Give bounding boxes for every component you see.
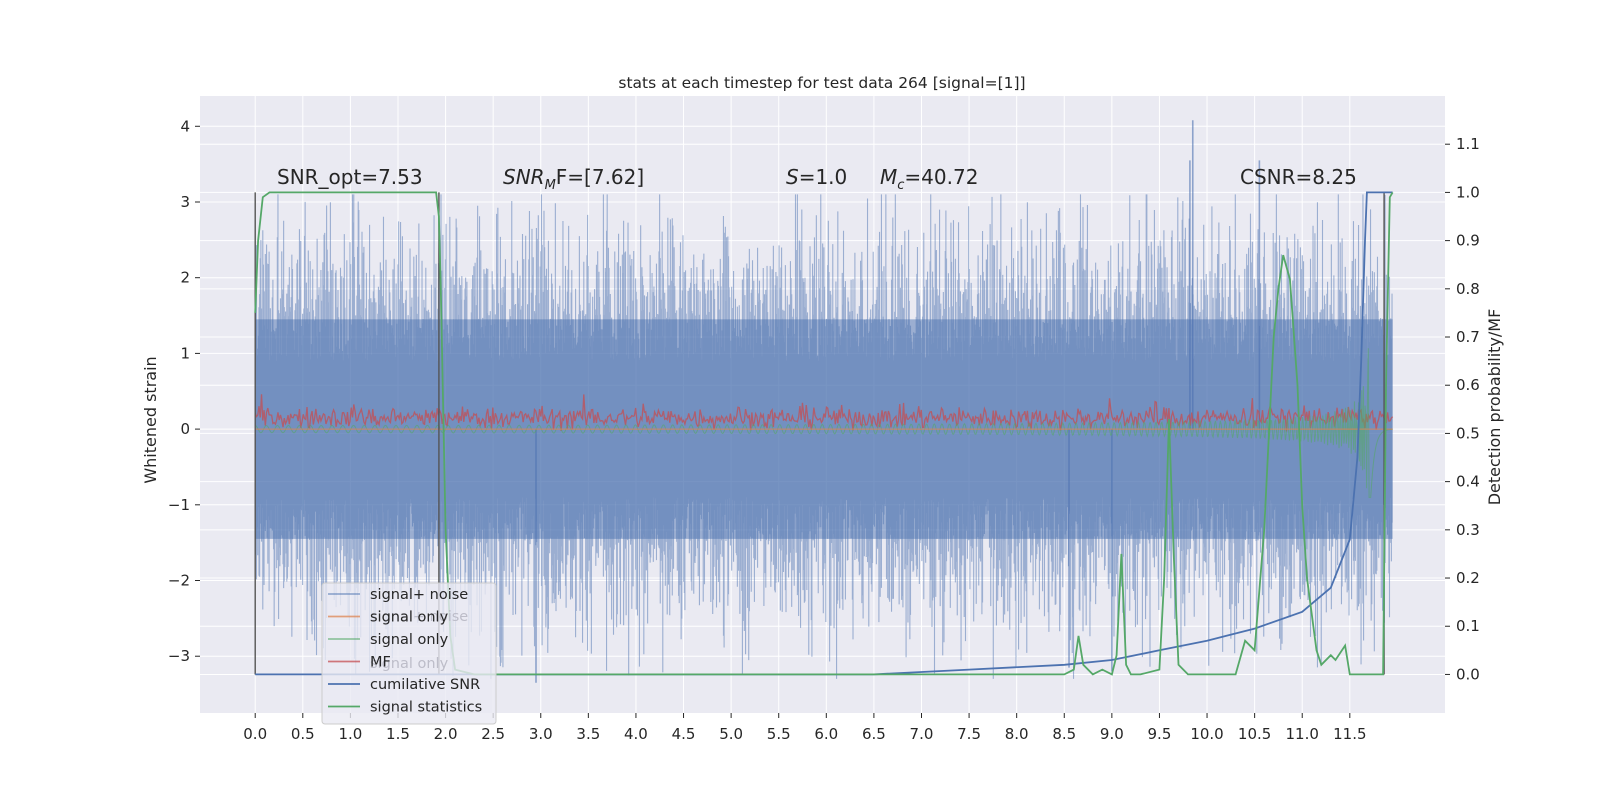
legend-ghost-2: signal only — [370, 656, 449, 672]
x-tick-label: 4.5 — [672, 725, 696, 743]
x-tick-label: 1.5 — [386, 725, 410, 743]
x-tick-label: 9.5 — [1148, 725, 1172, 743]
snr-mf-subscript: M — [545, 178, 556, 193]
x-tick-label: 6.5 — [862, 725, 886, 743]
y-right-tick-label: 0.4 — [1456, 473, 1480, 491]
y-right-axis-ticks: 0.0 0.1 0.2 0.3 0.4 0.5 0.6 0.7 0.8 0.9 1.0 1.1 — [1445, 135, 1480, 683]
snr-mf-rest: F=[7.62] — [556, 165, 644, 189]
x-tick-label: 2.5 — [481, 725, 505, 743]
y-right-tick-label: 0.3 — [1456, 521, 1480, 539]
y-right-tick-label: 0.9 — [1456, 232, 1480, 250]
legend: signal+ noise signal only signal+ noises… — [321, 582, 497, 725]
annotation-csnr: CSNR=8.25 — [1240, 165, 1357, 189]
cumulative-snr-series — [255, 191, 1393, 676]
x-tick-label: 5.0 — [719, 725, 743, 743]
annotation-snr-opt: SNR_opt=7.53 — [277, 165, 423, 189]
annotation-snr-mf: SNRMF=[7.62] — [503, 165, 644, 193]
x-tick-label: 4.0 — [624, 725, 648, 743]
mc-subscript: c — [897, 178, 904, 193]
y-left-tick-label: 0 — [180, 420, 190, 438]
y-right-tick-label: 0.0 — [1456, 665, 1480, 683]
y-right-tick-label: 0.1 — [1456, 617, 1480, 635]
y-right-tick-label: 0.6 — [1456, 376, 1480, 394]
x-tick-label: 6.0 — [814, 725, 838, 743]
y-left-tick-label: −1 — [168, 496, 190, 514]
x-tick-label: 3.0 — [529, 725, 553, 743]
mf-series — [254, 394, 1394, 432]
x-tick-label: 0.0 — [243, 725, 267, 743]
annotation-s: S=1.0 — [786, 165, 847, 189]
x-tick-label: 7.5 — [957, 725, 981, 743]
y-right-tick-label: 1.1 — [1456, 135, 1480, 153]
y-left-tick-label: 2 — [180, 269, 190, 287]
x-tick-label: 7.0 — [910, 725, 934, 743]
mc-value: =40.72 — [904, 165, 978, 189]
x-axis-ticks: 0.0 0.5 1.0 1.5 2.0 2.5 3.0 3.5 4.0 4.5 5.0 5.5 6.0 6… — [243, 713, 1367, 743]
chart-title: stats at each timestep for test data 264… — [618, 74, 1025, 92]
signal-statistics-series — [254, 191, 1394, 676]
y-left-label: Whitened strain — [141, 356, 160, 483]
s-value: =1.0 — [799, 165, 848, 189]
x-tick-label: 5.5 — [767, 725, 791, 743]
y-right-tick-label: 0.5 — [1456, 424, 1480, 442]
x-tick-label: 8.0 — [1005, 725, 1029, 743]
legend-label: MF — [370, 655, 391, 671]
y-left-tick-label: 1 — [180, 344, 190, 362]
x-tick-label: 0.5 — [291, 725, 315, 743]
x-tick-label: 10.0 — [1190, 725, 1223, 743]
cumulative-snr-line — [255, 191, 1393, 676]
x-tick-label: 10.5 — [1238, 725, 1271, 743]
x-tick-label: 9.0 — [1100, 725, 1124, 743]
x-tick-label: 8.5 — [1052, 725, 1076, 743]
y-left-tick-label: −2 — [168, 572, 190, 590]
snr-mf-main: SNR — [503, 165, 545, 189]
x-tick-label: 11.0 — [1286, 725, 1319, 743]
legend-label: signal statistics — [370, 700, 482, 716]
x-tick-label: 11.5 — [1333, 725, 1366, 743]
x-tick-label: 1.0 — [338, 725, 362, 743]
legend-label: signal only — [370, 632, 449, 648]
y-right-tick-label: 0.8 — [1456, 280, 1480, 298]
signal-only-series — [255, 348, 1393, 498]
y-right-tick-label: 0.2 — [1456, 569, 1480, 587]
annotation-mc: Mc=40.72 — [880, 165, 978, 193]
mc-main: M — [880, 165, 897, 189]
y-left-axis-ticks: −3 −2 −1 0 1 2 3 4 — [168, 117, 200, 665]
signal-only-trace — [255, 348, 1393, 498]
x-tick-label: 3.5 — [576, 725, 600, 743]
legend-ghost-1: signal+ noise — [370, 609, 468, 625]
x-tick-label: 2.0 — [434, 725, 458, 743]
s-variable: S — [786, 165, 799, 189]
legend-label: signal+ noise — [370, 587, 468, 603]
y-right-tick-label: 1.0 — [1456, 183, 1480, 201]
legend-label: signal only — [370, 610, 449, 626]
y-left-tick-label: 4 — [180, 117, 190, 135]
signal-statistics-line — [254, 191, 1394, 676]
legend-label: cumilative SNR — [370, 677, 480, 693]
y-left-tick-label: −3 — [168, 647, 190, 665]
mf-trace — [254, 394, 1394, 432]
legend-box — [321, 582, 497, 725]
y-right-label: Detection probability/MF — [1485, 309, 1504, 506]
y-left-tick-label: 3 — [180, 193, 190, 211]
y-right-tick-label: 0.7 — [1456, 328, 1480, 346]
